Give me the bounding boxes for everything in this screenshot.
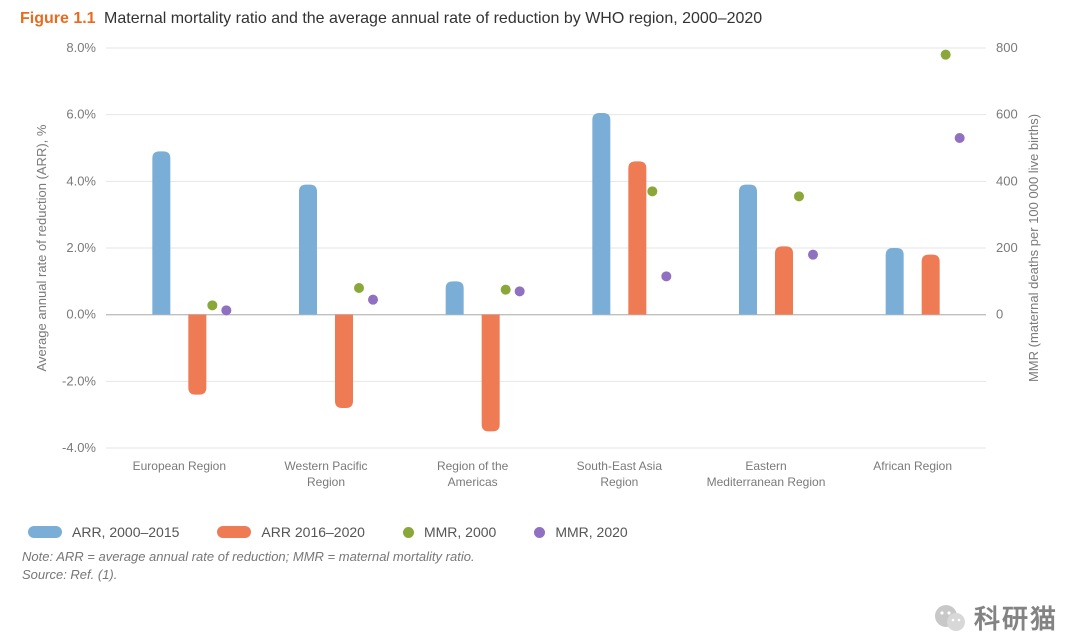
legend-label: ARR, 2000–2015 <box>72 524 179 540</box>
legend-swatch <box>28 526 62 538</box>
svg-text:Average annual rate of reducti: Average annual rate of reduction (ARR), … <box>34 124 49 371</box>
figure-heading: Figure 1.1 Maternal mortality ratio and … <box>20 10 1048 28</box>
svg-text:0: 0 <box>996 307 1003 322</box>
svg-text:8.0%: 8.0% <box>66 40 96 55</box>
point <box>221 305 231 315</box>
point <box>647 186 657 196</box>
point <box>207 300 217 310</box>
legend-item: ARR, 2000–2015 <box>28 524 179 540</box>
bar <box>739 185 757 315</box>
page: Figure 1.1 Maternal mortality ratio and … <box>0 0 1068 642</box>
svg-text:Mediterranean Region: Mediterranean Region <box>707 475 826 489</box>
svg-text:South-East Asia: South-East Asia <box>577 459 663 473</box>
svg-text:African Region: African Region <box>873 459 952 473</box>
svg-text:European Region: European Region <box>133 459 226 473</box>
svg-text:Americas: Americas <box>448 475 498 489</box>
bar <box>886 248 904 315</box>
legend-label: MMR, 2000 <box>424 524 496 540</box>
legend-swatch <box>534 527 545 538</box>
figure-label: Figure 1.1 <box>20 10 96 27</box>
figure-title: Maternal mortality ratio and the average… <box>104 10 762 27</box>
legend-label: ARR 2016–2020 <box>261 524 365 540</box>
legend-swatch <box>217 526 251 538</box>
bar <box>775 246 793 314</box>
legend-item: MMR, 2020 <box>534 524 627 540</box>
bar <box>628 161 646 314</box>
svg-text:Region of the: Region of the <box>437 459 509 473</box>
point <box>661 271 671 281</box>
svg-text:2.0%: 2.0% <box>66 240 96 255</box>
bar <box>482 315 500 432</box>
point <box>515 286 525 296</box>
svg-text:Region: Region <box>600 475 638 489</box>
svg-text:Eastern: Eastern <box>745 459 786 473</box>
bar <box>922 255 940 315</box>
watermark-text: 科研猫 <box>974 599 1058 636</box>
bar <box>188 315 206 395</box>
footnote-line: Note: ARR = average annual rate of reduc… <box>22 548 1048 566</box>
svg-text:0.0%: 0.0% <box>66 307 96 322</box>
footnote-line: Source: Ref. (1). <box>22 566 1048 584</box>
point <box>808 250 818 260</box>
svg-text:6.0%: 6.0% <box>66 107 96 122</box>
legend-label: MMR, 2020 <box>555 524 627 540</box>
bar <box>335 315 353 408</box>
svg-text:-2.0%: -2.0% <box>62 373 96 388</box>
point <box>794 191 804 201</box>
svg-text:400: 400 <box>996 173 1018 188</box>
bar <box>299 185 317 315</box>
bar <box>152 151 170 314</box>
svg-text:4.0%: 4.0% <box>66 173 96 188</box>
point <box>501 285 511 295</box>
svg-text:Western Pacific: Western Pacific <box>284 459 367 473</box>
point <box>354 283 364 293</box>
legend-swatch <box>403 527 414 538</box>
svg-text:-4.0%: -4.0% <box>62 440 96 455</box>
chart-area: -4.0% -2.0% 0.0% 2.0% 4.0% 6.0% 8.0% 0 200 400 600… <box>20 34 1048 514</box>
wechat-icon <box>932 600 968 636</box>
point <box>941 50 951 60</box>
legend-item: MMR, 2000 <box>403 524 496 540</box>
point <box>368 295 378 305</box>
point <box>955 133 965 143</box>
svg-text:200: 200 <box>996 240 1018 255</box>
svg-text:MMR (maternal deaths per 100 0: MMR (maternal deaths per 100 000 live bi… <box>1026 114 1041 382</box>
footnotes: Note: ARR = average annual rate of reduc… <box>22 548 1048 584</box>
watermark: 科研猫 <box>932 599 1058 636</box>
legend: ARR, 2000–2015 ARR 2016–2020 MMR, 2000 MMR,… <box>28 524 1048 540</box>
svg-text:600: 600 <box>996 107 1018 122</box>
svg-text:Region: Region <box>307 475 345 489</box>
svg-text:800: 800 <box>996 40 1018 55</box>
chart-svg: -4.0% -2.0% 0.0% 2.0% 4.0% 6.0% 8.0% 0 200 400 600… <box>20 34 1048 514</box>
bar <box>592 113 610 315</box>
bar <box>446 281 464 314</box>
legend-item: ARR 2016–2020 <box>217 524 365 540</box>
